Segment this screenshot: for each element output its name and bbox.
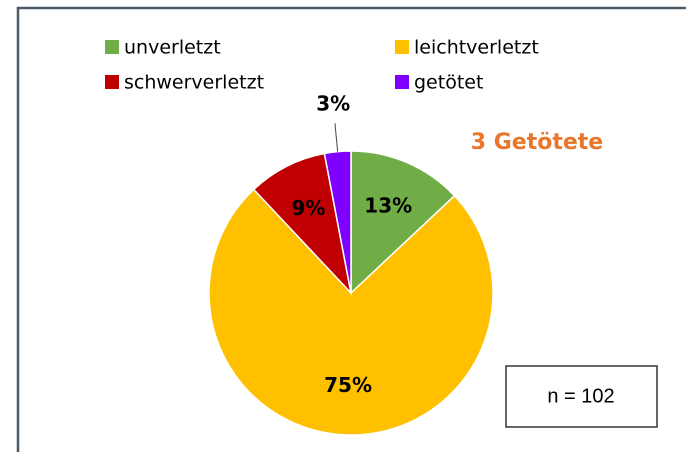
sample-size: n = 102 bbox=[547, 385, 614, 407]
pie-slice bbox=[350, 150, 456, 295]
legend-label: schwerverletzt bbox=[124, 72, 264, 94]
legend-swatch bbox=[395, 75, 409, 89]
legend-label: getötet bbox=[414, 72, 483, 94]
legend-swatch bbox=[105, 75, 119, 89]
legend-label: unverletzt bbox=[124, 37, 221, 59]
annotation: 3 Getötete bbox=[471, 130, 603, 155]
data-label: 3% bbox=[316, 91, 350, 115]
pie-slice bbox=[252, 152, 353, 296]
legend-label: leichtverletzt bbox=[414, 37, 539, 59]
data-label: 75% bbox=[324, 373, 372, 397]
legend-swatch bbox=[105, 40, 119, 54]
legend-swatch bbox=[395, 40, 409, 54]
data-label: 13% bbox=[364, 193, 412, 217]
pie-slice bbox=[208, 188, 494, 436]
sample-box bbox=[505, 365, 658, 428]
data-label: 9% bbox=[291, 196, 325, 220]
frame bbox=[16, 6, 686, 452]
leader-line bbox=[334, 123, 339, 152]
